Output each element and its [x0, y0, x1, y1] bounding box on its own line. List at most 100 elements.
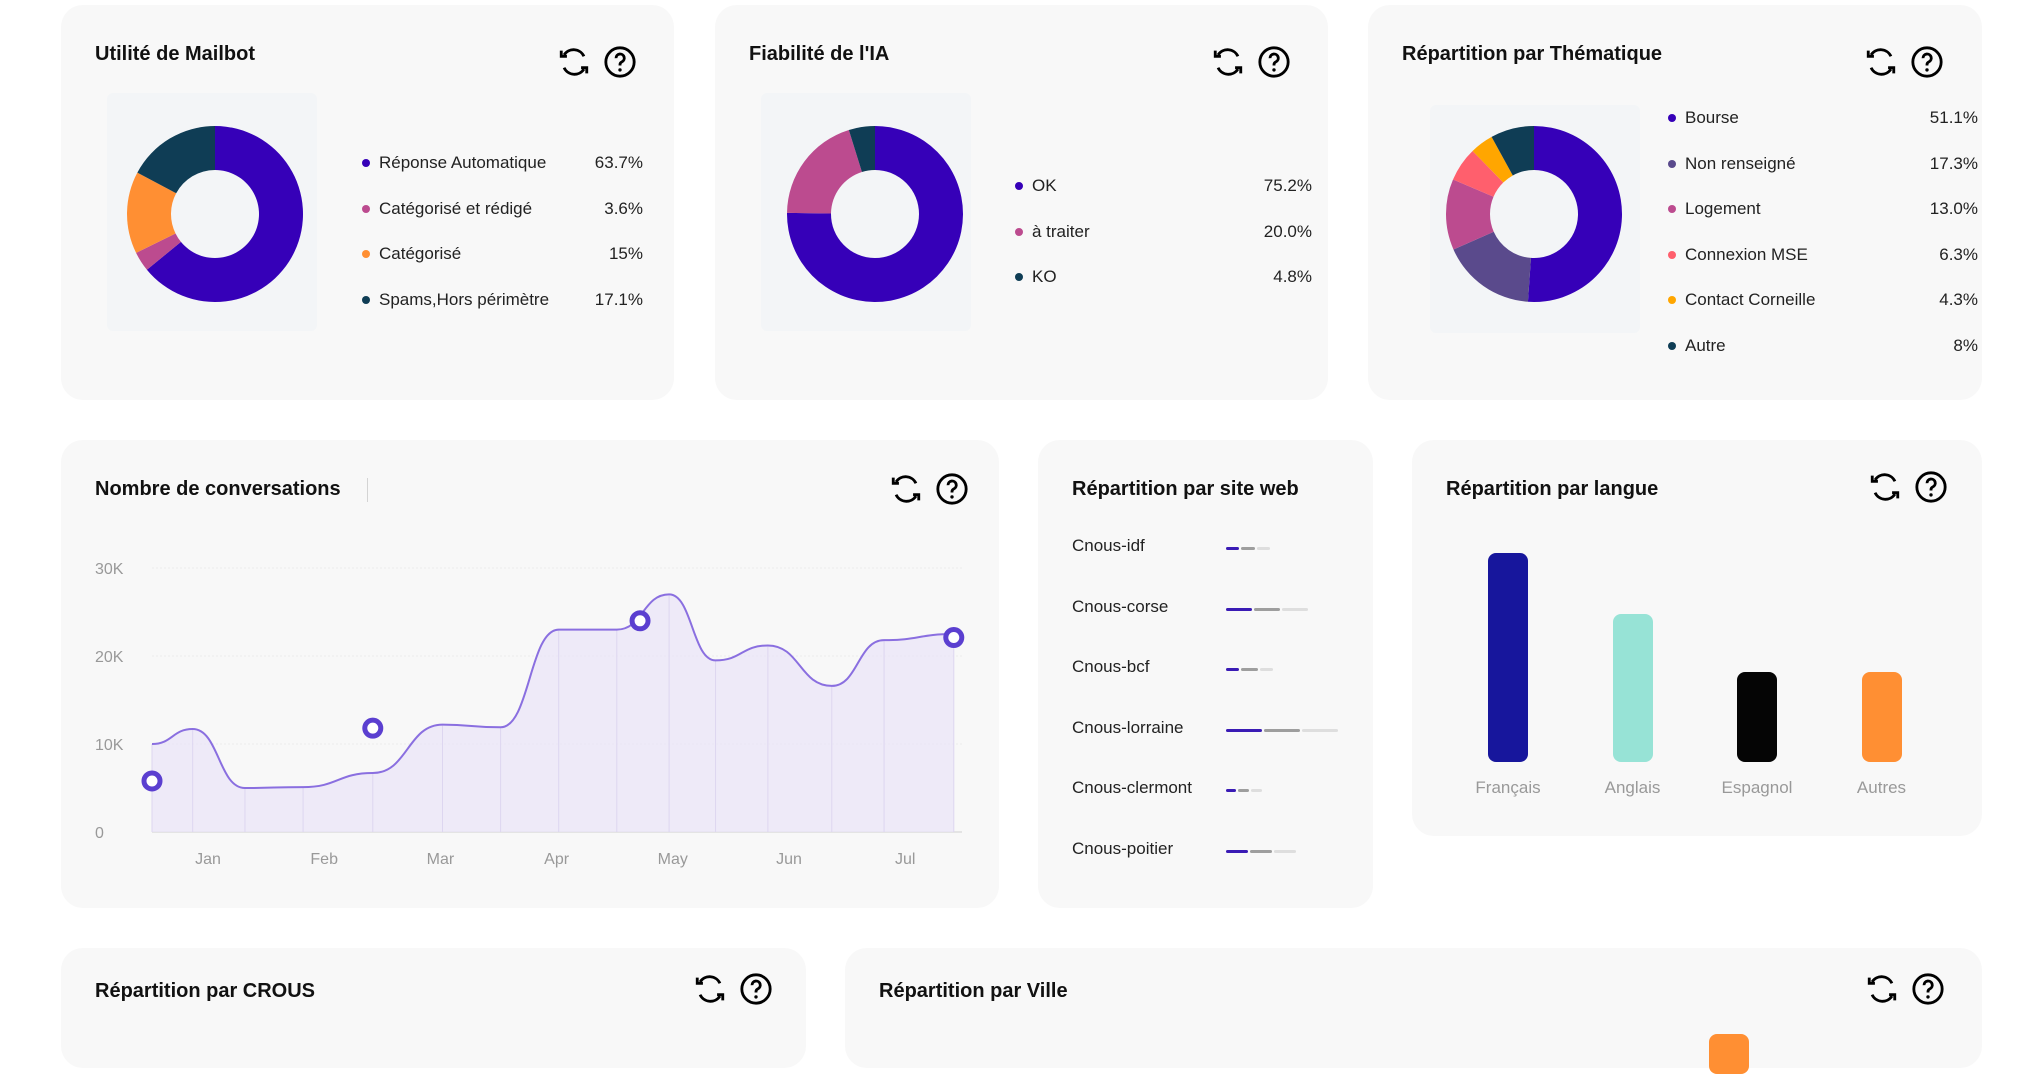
- legend-item: KO: [1015, 267, 1057, 287]
- site-label: Cnous-corse: [1072, 596, 1169, 616]
- title-divider: [367, 478, 368, 502]
- card-thematique: Répartition par Thématique Bourse 51.1% No…: [1368, 5, 1982, 400]
- legend-item: à traiter: [1015, 222, 1090, 242]
- line-chart-conversations: 30K 20K 10K 0 Jan Feb Mar Apr May Jun Jul: [95, 561, 965, 868]
- card-title: Nombre de conversations: [95, 478, 341, 500]
- refresh-icon[interactable]: [1864, 45, 1898, 79]
- legend-item: Bourse: [1668, 108, 1739, 128]
- donut-slice[interactable]: [1446, 179, 1494, 250]
- site-bar-segment: [1250, 850, 1272, 853]
- y-tick-label: 30K: [95, 561, 124, 578]
- data-marker[interactable]: [141, 770, 163, 792]
- card-conversations: Nombre de conversations 30K 20K 10K 0 Jan Feb…: [61, 440, 999, 908]
- card-langue: Répartition par langue Français Anglais Es…: [1412, 440, 1982, 836]
- site-label: Cnous-idf: [1072, 536, 1145, 555]
- legend-label: Connexion MSE: [1685, 244, 1808, 264]
- legend-percent: 51.1%: [1929, 108, 1978, 127]
- help-icon[interactable]: [1257, 45, 1291, 79]
- donut-slice[interactable]: [787, 126, 963, 302]
- legend-label: Catégorisé et rédigé: [379, 198, 533, 218]
- help-icon[interactable]: [603, 45, 637, 79]
- language-bar[interactable]: [1612, 614, 1653, 762]
- legend-dot: [1668, 250, 1676, 259]
- site-label: Cnous-clermont: [1072, 778, 1192, 798]
- legend-label: Spams,Hors périmètre: [379, 289, 550, 309]
- legend-item: Catégorisé et rédigé: [362, 199, 532, 219]
- legend-item: Non renseigné: [1668, 154, 1796, 174]
- x-tick-label: Apr: [544, 851, 570, 868]
- refresh-icon[interactable]: [1211, 45, 1245, 79]
- legend-percent: 20.0%: [1263, 221, 1312, 241]
- x-tick-label: Jan: [195, 851, 221, 868]
- legend-percent: 15%: [608, 244, 643, 263]
- help-icon[interactable]: [1910, 45, 1944, 79]
- refresh-icon[interactable]: [1868, 470, 1902, 504]
- card-ville: Répartition par Ville: [845, 948, 1982, 1074]
- y-tick-label: 0: [95, 825, 104, 842]
- site-bar-segment: [1282, 607, 1308, 611]
- language-bar[interactable]: [1488, 553, 1528, 762]
- site-bar-segment: [1241, 547, 1255, 550]
- legend-label: OK: [1032, 176, 1057, 195]
- x-tick-label: Jun: [776, 851, 802, 868]
- help-icon[interactable]: [739, 972, 773, 1006]
- site-bar-segment: [1238, 789, 1249, 793]
- card-fiabilite: Fiabilité de l'IA OK 75.2% à traiter 20.0% K…: [715, 5, 1328, 400]
- site-label: Cnous-poitier: [1072, 839, 1174, 858]
- help-icon[interactable]: [935, 472, 969, 506]
- legend-item: Spams,Hors périmètre: [362, 290, 549, 310]
- legend-dot: [362, 250, 370, 258]
- help-icon[interactable]: [1911, 972, 1945, 1006]
- donut-chart-utilite: [126, 126, 303, 302]
- legend-label: à traiter: [1032, 221, 1090, 241]
- refresh-icon[interactable]: [889, 472, 923, 506]
- card-title: Répartition par CROUS: [95, 980, 316, 1002]
- help-icon[interactable]: [1914, 470, 1948, 504]
- donut-slice[interactable]: [1491, 126, 1534, 176]
- legend-percent: 6.3%: [1939, 244, 1978, 264]
- card-siteweb: Répartition par site web Cnous-idf Cnous-…: [1038, 440, 1373, 908]
- donut-slice[interactable]: [126, 172, 177, 253]
- legend-label: KO: [1032, 267, 1057, 286]
- language-bar[interactable]: [1737, 672, 1777, 762]
- donut-slice[interactable]: [1453, 231, 1531, 302]
- donut-chart-fiabilite: [787, 126, 963, 302]
- language-bar[interactable]: [1861, 672, 1902, 762]
- legend-percent: 17.3%: [1929, 153, 1978, 173]
- language-label: Anglais: [1604, 778, 1661, 797]
- donut-slice[interactable]: [848, 126, 875, 172]
- legend-dot: [1668, 114, 1676, 122]
- legend-percent: 75.2%: [1263, 176, 1312, 195]
- donut-slice[interactable]: [1472, 136, 1513, 183]
- site-bar-segment: [1251, 789, 1262, 793]
- data-marker[interactable]: [362, 717, 384, 739]
- legend-percent: 4.8%: [1273, 267, 1312, 286]
- language-label: Autres: [1856, 778, 1907, 797]
- data-marker[interactable]: [943, 627, 965, 649]
- refresh-icon[interactable]: [1865, 972, 1899, 1006]
- data-marker[interactable]: [629, 610, 651, 632]
- legend-dot: [1668, 296, 1676, 304]
- legend-percent: 63.7%: [594, 153, 643, 172]
- card-title: Répartition par Thématique: [1402, 43, 1663, 65]
- legend-dot: [1015, 273, 1023, 281]
- refresh-icon[interactable]: [693, 972, 727, 1006]
- language-label: Espagnol: [1721, 778, 1793, 797]
- site-bar-segment: [1241, 668, 1258, 672]
- donut-slice[interactable]: [1453, 150, 1504, 197]
- legend-percent: 8%: [1953, 335, 1978, 355]
- y-tick-label: 20K: [95, 649, 124, 666]
- legend-item: OK: [1015, 176, 1057, 196]
- donut-slice[interactable]: [137, 126, 215, 194]
- donut-slice[interactable]: [787, 129, 862, 214]
- series-line: [151, 593, 954, 790]
- refresh-icon[interactable]: [557, 45, 591, 79]
- site-bar-segment: [1274, 850, 1296, 853]
- legend-item: Catégorisé: [362, 244, 461, 264]
- site-bar-segment: [1226, 547, 1239, 550]
- donut-slice[interactable]: [136, 233, 181, 270]
- donut-slice[interactable]: [146, 126, 303, 302]
- donut-slice[interactable]: [1527, 126, 1622, 302]
- legend-label: Logement: [1685, 199, 1761, 218]
- site-bar-segment: [1257, 547, 1270, 550]
